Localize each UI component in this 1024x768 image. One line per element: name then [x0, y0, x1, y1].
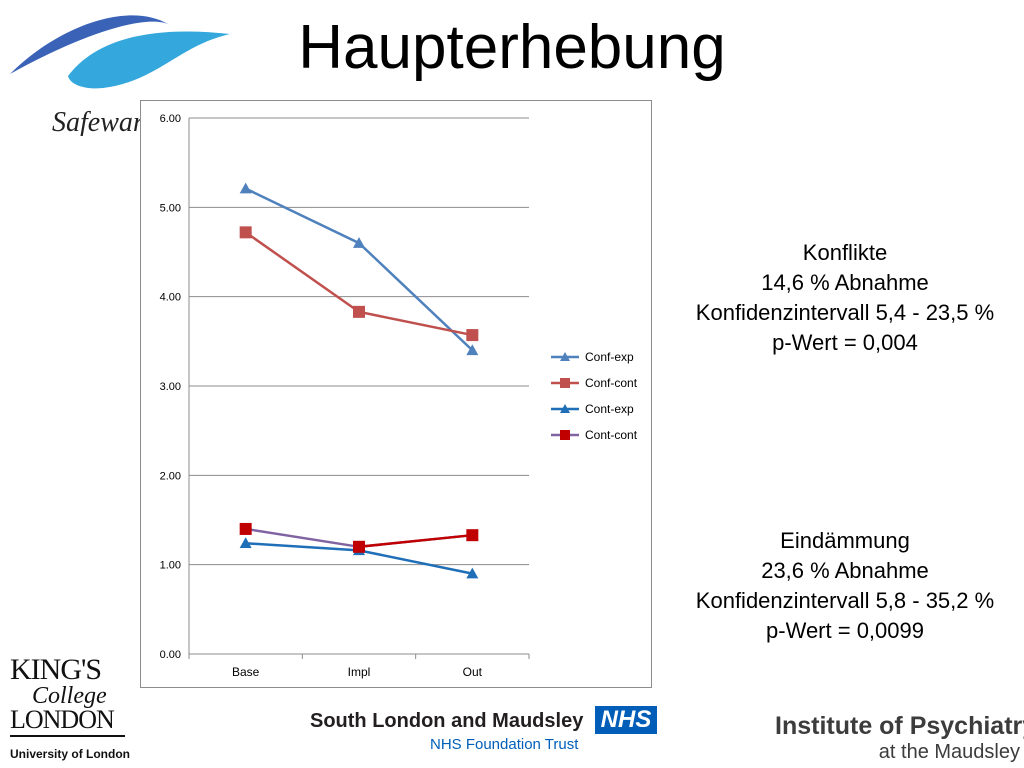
- legend-label: Cont-cont: [585, 428, 638, 442]
- safewards-logo: Safewards: [10, 15, 230, 136]
- iop-line1: Institute of Psychiatry: [775, 712, 1024, 740]
- legend-marker: [560, 430, 570, 440]
- y-tick-label: 4.00: [160, 292, 181, 304]
- containment-heading: Eindämmung: [780, 528, 910, 553]
- kcl-line2: College: [32, 683, 107, 709]
- legend-marker: [560, 404, 570, 413]
- conflicts-heading: Konflikte: [802, 240, 888, 265]
- conflicts-p-value: p-Wert = 0,004: [772, 330, 918, 355]
- data-point-conf-cont: [466, 329, 479, 342]
- data-point-conf-cont: [239, 226, 252, 239]
- y-tick-label: 0.00: [160, 649, 181, 661]
- data-point-cont-cont: [353, 540, 365, 553]
- y-tick-label: 6.00: [160, 113, 181, 125]
- containment-stats: Eindämmung 23,6 % Abnahme Konfidenzinter…: [655, 526, 1024, 646]
- conflicts-reduction: 14,6 % Abnahme: [761, 270, 929, 295]
- data-point-conf-exp: [353, 237, 365, 248]
- legend-label: Cont-exp: [585, 402, 634, 416]
- conflicts-ci: Konfidenzintervall 5,4 - 23,5 %: [695, 300, 995, 325]
- x-tick-label: Out: [463, 665, 483, 679]
- data-point-conf-exp: [466, 344, 479, 356]
- containment-ci: Konfidenzintervall 5,8 - 35,2 %: [695, 588, 995, 613]
- slam-name: South London and Maudsley: [310, 710, 584, 732]
- conflicts-stats: Konflikte 14,6 % Abnahme Konfidenzinterv…: [655, 238, 1024, 358]
- series-line-conf-exp: [245, 187, 474, 352]
- kings-college-logo: KING'S College LONDON University of Lond…: [10, 653, 130, 761]
- containment-p-value: p-Wert = 0,0099: [766, 618, 924, 643]
- page-title: Haupterhebung: [298, 13, 726, 82]
- data-point-cont-exp: [466, 567, 479, 579]
- data-point-cont-cont: [239, 522, 252, 535]
- y-tick-label: 5.00: [160, 202, 181, 214]
- data-point-conf-cont: [353, 305, 365, 318]
- chart-frame: 0.00 1.00 2.00 3.00 4.00 5.00 6.00 Base Impl Out C…: [140, 100, 652, 688]
- slam-trust: NHS Foundation Trust: [430, 736, 579, 753]
- iop-logo: Institute of Psychiatry at the Maudsley: [775, 712, 1024, 764]
- kcl-line4: University of London: [10, 747, 130, 761]
- y-tick-label: 2.00: [160, 470, 181, 482]
- legend-marker: [560, 352, 570, 361]
- kcl-line1: KING'S: [10, 653, 102, 686]
- legend-marker: [560, 378, 570, 388]
- x-tick-label: Base: [232, 665, 260, 679]
- kcl-line3: LONDON: [10, 707, 125, 737]
- data-point-conf-exp: [239, 182, 252, 194]
- iop-line2: at the Maudsley: [878, 741, 1020, 763]
- nhs-badge: NHS: [595, 706, 657, 734]
- data-point-cont-cont: [466, 529, 479, 542]
- y-tick-label: 1.00: [160, 560, 181, 572]
- legend-label: Conf-exp: [585, 350, 634, 364]
- containment-reduction: 23,6 % Abnahme: [761, 558, 929, 583]
- x-tick-label: Impl: [348, 665, 371, 679]
- series-line-cont-cont-segment: [358, 533, 473, 549]
- y-tick-label: 3.00: [160, 381, 181, 393]
- legend-label: Conf-cont: [585, 376, 638, 390]
- data-point-cont-exp: [239, 537, 252, 549]
- line-chart: 0.00 1.00 2.00 3.00 4.00 5.00 6.00 Base Impl Out C…: [160, 113, 638, 679]
